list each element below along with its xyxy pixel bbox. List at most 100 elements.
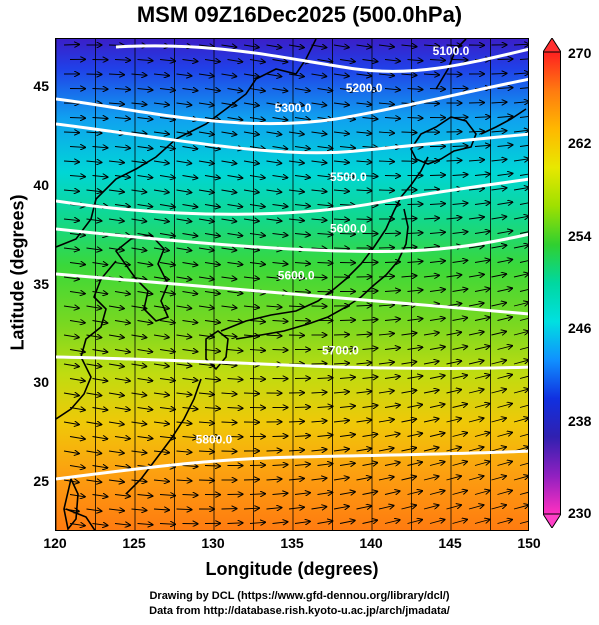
- wind-vector: [497, 231, 513, 234]
- wind-vector: [513, 188, 528, 191]
- y-tick-label: 45: [33, 78, 49, 95]
- wind-vector: [474, 404, 490, 408]
- wind-vector: [513, 505, 528, 510]
- contour-5200: [56, 77, 528, 126]
- wind-vector: [69, 495, 85, 497]
- wind-vector: [317, 234, 333, 235]
- colorbar-tick-label: 238: [568, 412, 592, 429]
- wind-vector: [513, 274, 528, 277]
- wind-vector: [153, 190, 169, 192]
- wind-vector: [63, 451, 79, 454]
- y-tick-label: 40: [33, 176, 49, 193]
- wind-vector: [339, 234, 355, 235]
- wind-vector: [491, 447, 507, 452]
- wind-vector: [474, 346, 490, 349]
- y-tick-label: 30: [33, 374, 49, 391]
- wind-vector: [452, 462, 468, 466]
- wind-vector: [362, 320, 378, 321]
- wind-vector: [198, 422, 214, 423]
- wind-vector: [221, 74, 237, 76]
- wind-vector: [294, 205, 310, 207]
- wind-vector: [288, 421, 304, 422]
- wind-vector: [294, 89, 310, 91]
- wind-vector: [356, 420, 372, 422]
- wind-vector: [63, 190, 79, 191]
- wind-vector: [497, 375, 513, 379]
- wind-vector: [69, 292, 85, 294]
- wind-vector: [227, 408, 243, 409]
- wind-vector: [474, 289, 490, 292]
- wind-vector: [384, 89, 400, 90]
- wind-vector: [243, 190, 259, 192]
- wind-vector: [227, 350, 243, 351]
- coastline-honshu-south: [235, 208, 409, 340]
- wind-vector: [92, 524, 108, 526]
- wind-vector: [204, 89, 220, 91]
- wind-vector: [159, 263, 175, 266]
- wind-vector: [249, 494, 265, 495]
- wind-vector: [131, 161, 147, 163]
- wind-vector: [333, 103, 349, 105]
- wind-vector: [378, 276, 394, 277]
- wind-vector: [63, 480, 79, 482]
- wind-vector: [311, 190, 327, 192]
- wind-vector: [513, 73, 528, 74]
- wind-vector: [407, 405, 423, 408]
- wind-vector: [423, 74, 439, 75]
- wind-vector: [159, 176, 175, 178]
- wind-vector: [429, 491, 445, 495]
- colorbar-tick-label: 246: [568, 320, 592, 337]
- wind-vector: [137, 89, 153, 91]
- wind-vector: [317, 60, 333, 62]
- wind-vector: [92, 176, 108, 178]
- wind-vector: [249, 263, 265, 265]
- wind-vector: [384, 520, 400, 524]
- contour-label: 5100.0: [433, 44, 470, 58]
- wind-vector: [446, 304, 462, 307]
- wind-vector: [69, 350, 85, 353]
- wind-vector: [221, 393, 237, 394]
- wind-vector: [288, 190, 304, 192]
- wind-vector: [311, 421, 327, 422]
- wind-vector: [491, 159, 507, 161]
- wind-vector: [221, 103, 237, 106]
- wind-vector: [288, 479, 304, 481]
- wind-vector: [176, 132, 192, 134]
- wind-vector: [249, 147, 265, 150]
- wind-vector: [198, 161, 214, 164]
- wind-vector: [468, 303, 484, 306]
- wind-vector: [86, 161, 102, 162]
- wind-vector: [159, 350, 175, 352]
- wind-vector: [159, 379, 175, 381]
- wind-vector: [401, 419, 417, 422]
- wind-vector: [153, 509, 169, 510]
- wind-vector: [401, 448, 417, 451]
- wind-vector: [378, 477, 394, 480]
- wind-vector: [69, 147, 85, 148]
- wind-vector: [198, 132, 214, 135]
- wind-vector: [384, 118, 400, 119]
- wind-vector: [86, 306, 102, 308]
- wind-vector: [339, 176, 355, 177]
- wind-vector: [362, 434, 378, 436]
- wind-vector: [131, 422, 147, 424]
- contour-5500: [56, 177, 528, 216]
- wind-vector: [407, 261, 423, 262]
- wind-vector: [519, 116, 528, 118]
- colorbar-max-arrow: [543, 38, 561, 53]
- wind-vector: [272, 321, 288, 322]
- wind-vector: [153, 161, 169, 163]
- wind-vector: [378, 132, 394, 133]
- wind-vector: [243, 306, 259, 308]
- wind-vector: [86, 219, 102, 221]
- wind-vector: [198, 306, 214, 308]
- wind-vector: [429, 462, 445, 466]
- wind-vector: [182, 263, 198, 266]
- wind-vector: [249, 321, 265, 322]
- wind-vector: [63, 161, 79, 162]
- wind-vector: [378, 74, 394, 76]
- wind-vector: [317, 378, 333, 379]
- wind-vector: [452, 318, 468, 321]
- wind-vector: [356, 449, 372, 452]
- wind-vector: [497, 404, 513, 408]
